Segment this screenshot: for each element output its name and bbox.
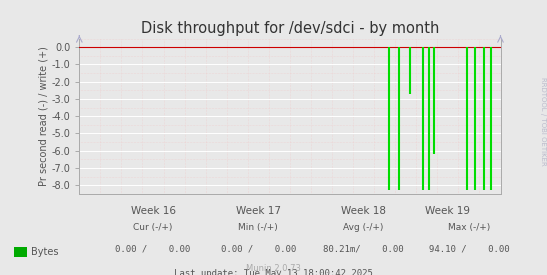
Text: Week 18: Week 18 bbox=[341, 206, 386, 216]
Text: 0.00 /    0.00: 0.00 / 0.00 bbox=[115, 245, 191, 254]
Text: RRDTOOL / TOBI OETIKER: RRDTOOL / TOBI OETIKER bbox=[540, 77, 546, 166]
Y-axis label: Pr second read (-) / write (+): Pr second read (-) / write (+) bbox=[39, 46, 49, 186]
Text: 80.21m/    0.00: 80.21m/ 0.00 bbox=[323, 245, 404, 254]
Text: Min (-/+): Min (-/+) bbox=[238, 223, 278, 232]
Text: Week 19: Week 19 bbox=[426, 206, 470, 216]
Title: Disk throughput for /dev/sdci - by month: Disk throughput for /dev/sdci - by month bbox=[141, 21, 439, 36]
Text: Munin 2.0.73: Munin 2.0.73 bbox=[246, 264, 301, 273]
Text: Bytes: Bytes bbox=[31, 247, 59, 257]
Text: Max (-/+): Max (-/+) bbox=[448, 223, 490, 232]
Text: Week 16: Week 16 bbox=[131, 206, 176, 216]
Text: 94.10 /    0.00: 94.10 / 0.00 bbox=[429, 245, 509, 254]
Text: Week 17: Week 17 bbox=[236, 206, 281, 216]
Text: 0.00 /    0.00: 0.00 / 0.00 bbox=[220, 245, 296, 254]
Text: Avg (-/+): Avg (-/+) bbox=[344, 223, 384, 232]
Text: Cur (-/+): Cur (-/+) bbox=[133, 223, 173, 232]
Text: Last update: Tue May 13 18:00:42 2025: Last update: Tue May 13 18:00:42 2025 bbox=[174, 270, 373, 275]
